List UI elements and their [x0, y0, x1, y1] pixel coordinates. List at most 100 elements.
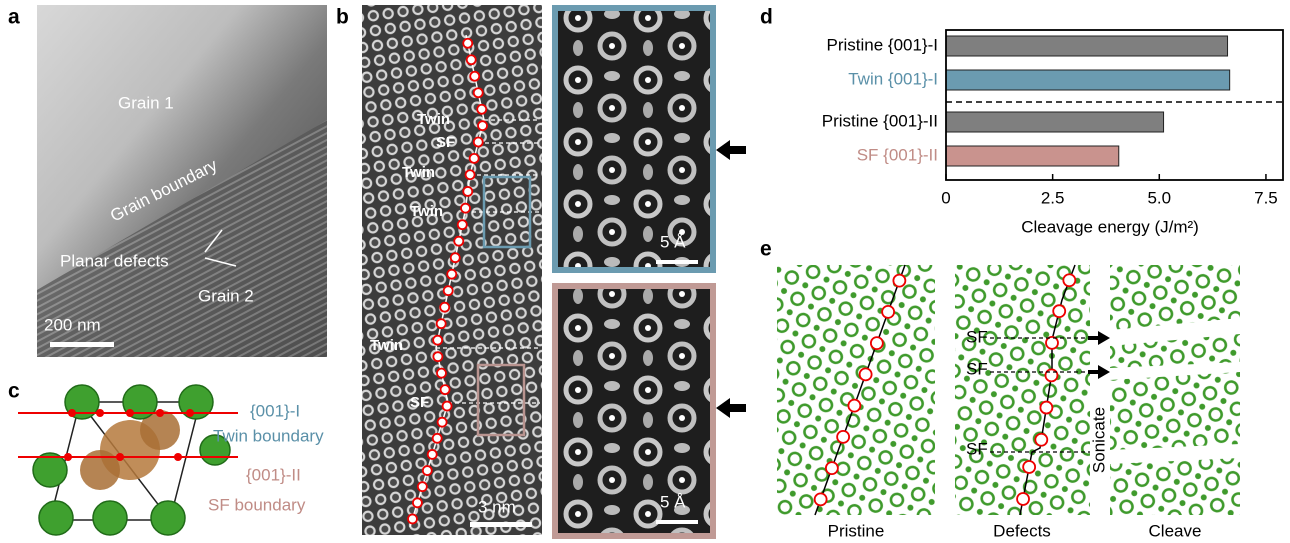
marker — [470, 154, 479, 163]
marker — [443, 402, 452, 411]
marker — [467, 55, 476, 64]
marker — [848, 400, 860, 412]
marker — [477, 105, 486, 114]
process-label: Sonicate — [1089, 407, 1108, 473]
marker — [466, 170, 475, 179]
marker — [408, 514, 417, 523]
marker — [1017, 493, 1029, 505]
image-label: Grain 1 — [118, 93, 174, 112]
marker — [413, 498, 422, 507]
scale-bar — [50, 342, 114, 347]
panel-label: d — [760, 6, 773, 29]
marker — [1053, 305, 1065, 317]
bar — [946, 146, 1119, 166]
marker — [882, 306, 894, 318]
arrow — [1088, 365, 1110, 379]
image-label: SF — [436, 134, 455, 151]
marker — [1040, 402, 1052, 414]
x-tick-label: 5.0 — [1147, 188, 1171, 207]
marker — [447, 270, 456, 279]
marker — [470, 72, 479, 81]
caption: Pristine — [828, 521, 885, 540]
cleaved-pieces — [1110, 265, 1240, 515]
model-label: SF — [966, 327, 988, 346]
marker — [418, 482, 427, 491]
marker — [437, 319, 446, 328]
marker — [454, 237, 463, 246]
bar — [946, 36, 1228, 56]
marker — [474, 138, 483, 147]
structure-label: SF boundary — [208, 495, 306, 514]
marker — [871, 337, 883, 349]
marker — [441, 385, 450, 394]
scale-bar — [470, 522, 532, 527]
figure: a b c d e Grain 1 Grain boundary Planar … — [0, 0, 1290, 543]
marker — [463, 187, 472, 196]
model-image — [955, 265, 1090, 515]
structure-label: {001}-II — [246, 465, 301, 484]
marker — [1023, 461, 1035, 473]
marker — [1063, 274, 1075, 286]
caption: Cleave — [1149, 521, 1202, 540]
structure-label: Twin boundary — [213, 426, 324, 445]
marker — [837, 431, 849, 443]
scale-bar — [656, 520, 698, 524]
image-label: Grain 2 — [198, 286, 254, 305]
marker — [423, 466, 432, 475]
x-axis-label: Cleavage energy (J/m²) — [1021, 217, 1199, 236]
inset-image — [555, 8, 713, 270]
panel-label: c — [8, 380, 20, 403]
marker — [428, 450, 437, 459]
image-label: Planar defects — [60, 251, 169, 270]
scale-label: 5 Å — [660, 232, 686, 251]
model-label: SF — [966, 439, 988, 458]
structure-label: {001}-I — [250, 401, 300, 420]
marker — [458, 220, 467, 229]
y-tick-label: Pristine {001}-II — [822, 111, 938, 130]
image-label: Twin — [370, 337, 403, 354]
marker — [474, 88, 483, 97]
scale-label: 200 nm — [44, 315, 101, 334]
arrow — [1088, 331, 1110, 345]
image-label: Twin — [402, 164, 435, 181]
arrow — [716, 398, 746, 418]
marker — [815, 493, 827, 505]
marker — [478, 121, 487, 130]
y-tick-label: Twin {001}-I — [848, 69, 938, 88]
marker — [1035, 434, 1047, 446]
marker — [433, 336, 442, 345]
marker — [444, 286, 453, 295]
marker — [826, 462, 838, 474]
y-tick-label: SF {001}-II — [857, 145, 938, 164]
marker — [433, 352, 442, 361]
marker — [440, 303, 449, 312]
marker — [1045, 369, 1057, 381]
scale-bar — [656, 260, 698, 264]
x-tick-label: 2.5 — [1041, 188, 1065, 207]
bar-chart: 0 2.5 5.0 7.5 Pristine {001}-I Twin {001}-I Pr… — [822, 35, 1278, 207]
caption: Defects — [993, 521, 1051, 540]
panel-label: b — [336, 6, 349, 29]
marker — [461, 204, 470, 213]
marker — [438, 418, 447, 427]
marker — [1046, 337, 1058, 349]
marker — [433, 434, 442, 443]
image-label: Twin — [417, 111, 450, 128]
image-label: Twin — [410, 203, 443, 220]
bar — [946, 112, 1164, 132]
panel-label: e — [760, 238, 772, 261]
marker — [451, 253, 460, 262]
arrow — [716, 140, 746, 160]
panel-label: a — [8, 6, 20, 29]
y-tick-label: Pristine {001}-I — [826, 35, 938, 54]
marker — [463, 39, 472, 48]
model-image — [777, 265, 935, 515]
marker — [893, 275, 905, 287]
x-tick-label: 0 — [941, 188, 950, 207]
crystal-structure — [18, 385, 238, 535]
x-tick-label: 7.5 — [1254, 188, 1278, 207]
scale-label: 3 nm — [478, 497, 516, 516]
model-label: SF — [966, 359, 988, 378]
bar — [946, 70, 1230, 90]
inset-image — [555, 286, 713, 536]
